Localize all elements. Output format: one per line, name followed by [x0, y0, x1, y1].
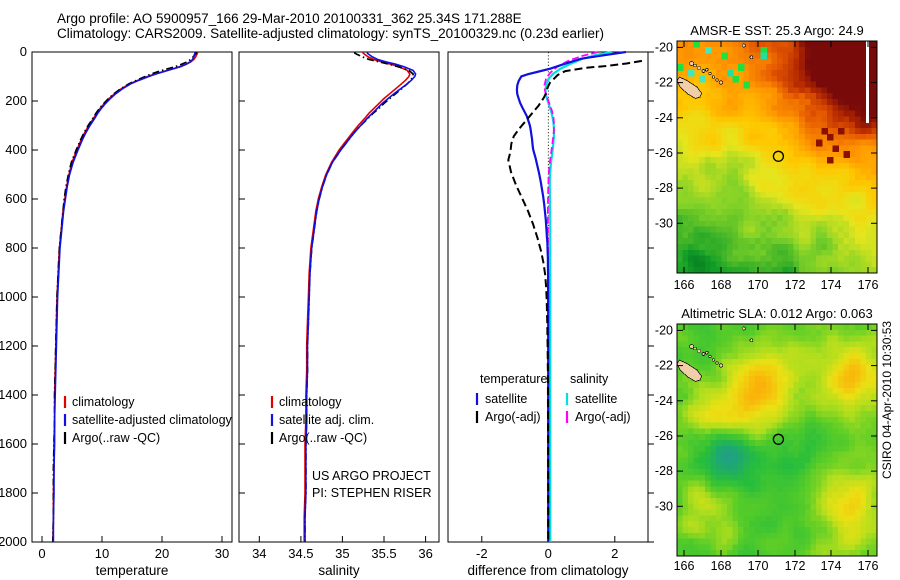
- svg-text:174: 174: [821, 559, 842, 573]
- svg-text:-28: -28: [655, 181, 673, 195]
- svg-text:Argo(-adj): Argo(-adj): [485, 410, 541, 424]
- svg-text:PI: STEPHEN RISER: PI: STEPHEN RISER: [312, 486, 431, 500]
- svg-text:US ARGO PROJECT: US ARGO PROJECT: [312, 469, 431, 483]
- svg-text:salinity: salinity: [318, 563, 360, 578]
- svg-text:400: 400: [5, 142, 27, 157]
- svg-text:-22: -22: [655, 359, 673, 373]
- svg-text:-28: -28: [655, 464, 673, 478]
- svg-text:-2: -2: [476, 546, 488, 561]
- svg-text:2000: 2000: [0, 534, 27, 549]
- svg-text:-30: -30: [655, 499, 673, 513]
- svg-text:30: 30: [215, 546, 229, 561]
- svg-text:climatology: climatology: [279, 395, 342, 409]
- svg-text:-30: -30: [655, 216, 673, 230]
- svg-text:174: 174: [821, 278, 842, 292]
- svg-text:34.5: 34.5: [288, 546, 313, 561]
- svg-text:Climatology: CARS2009. Satelli: Climatology: CARS2009. Satellite-adjuste…: [57, 26, 604, 41]
- svg-text:1400: 1400: [0, 387, 27, 402]
- svg-text:AMSR-E SST: 25.3 Argo: 24.9: AMSR-E SST: 25.3 Argo: 24.9: [690, 23, 863, 38]
- svg-text:-22: -22: [655, 76, 673, 90]
- svg-text:35.5: 35.5: [371, 546, 396, 561]
- svg-text:climatology: climatology: [72, 395, 135, 409]
- svg-text:satellite-adjusted climatology: satellite-adjusted climatology: [72, 413, 233, 427]
- svg-text:168: 168: [711, 278, 732, 292]
- svg-text:36: 36: [418, 546, 432, 561]
- svg-text:-20: -20: [655, 323, 673, 337]
- svg-text:CSIRO 04-Apr-2010 10:30:53: CSIRO 04-Apr-2010 10:30:53: [880, 321, 894, 479]
- svg-text:168: 168: [711, 559, 732, 573]
- svg-text:200: 200: [5, 93, 27, 108]
- svg-text:172: 172: [785, 559, 806, 573]
- svg-text:172: 172: [785, 278, 806, 292]
- svg-text:-24: -24: [655, 394, 673, 408]
- svg-text:0: 0: [20, 44, 27, 59]
- svg-text:difference from climatology: difference from climatology: [467, 563, 628, 578]
- svg-text:satellite: satellite: [485, 392, 527, 406]
- svg-text:2: 2: [611, 546, 618, 561]
- svg-text:20: 20: [155, 546, 169, 561]
- svg-text:satellite: satellite: [575, 392, 617, 406]
- svg-text:Argo(..raw -QC): Argo(..raw -QC): [279, 431, 367, 445]
- svg-text:-20: -20: [655, 40, 673, 54]
- svg-text:-26: -26: [655, 146, 673, 160]
- svg-text:0: 0: [38, 546, 45, 561]
- svg-text:Altimetric SLA: 0.012 Argo: 0.: Altimetric SLA: 0.012 Argo: 0.063: [681, 306, 873, 321]
- svg-text:Argo(..raw -QC): Argo(..raw -QC): [72, 431, 160, 445]
- svg-text:176: 176: [858, 278, 879, 292]
- svg-text:170: 170: [748, 559, 769, 573]
- svg-text:176: 176: [858, 559, 879, 573]
- svg-text:satellite adj. clim.: satellite adj. clim.: [279, 413, 374, 427]
- svg-text:-26: -26: [655, 429, 673, 443]
- svg-text:10: 10: [95, 546, 109, 561]
- svg-text:-24: -24: [655, 111, 673, 125]
- svg-text:35: 35: [335, 546, 349, 561]
- svg-text:1200: 1200: [0, 338, 27, 353]
- svg-text:salinity: salinity: [570, 372, 609, 386]
- svg-text:Argo profile: AO 5900957_166 2: Argo profile: AO 5900957_166 29-Mar-2010…: [57, 11, 522, 26]
- svg-text:1600: 1600: [0, 436, 27, 451]
- svg-text:600: 600: [5, 191, 27, 206]
- svg-text:166: 166: [674, 278, 695, 292]
- svg-text:34: 34: [252, 546, 266, 561]
- svg-text:170: 170: [748, 278, 769, 292]
- svg-text:166: 166: [674, 559, 695, 573]
- svg-text:temperature: temperature: [480, 372, 547, 386]
- svg-text:1000: 1000: [0, 289, 27, 304]
- svg-text:Argo(-adj): Argo(-adj): [575, 410, 631, 424]
- svg-text:0: 0: [545, 546, 552, 561]
- svg-text:temperature: temperature: [96, 563, 169, 578]
- svg-text:800: 800: [5, 240, 27, 255]
- svg-text:1800: 1800: [0, 485, 27, 500]
